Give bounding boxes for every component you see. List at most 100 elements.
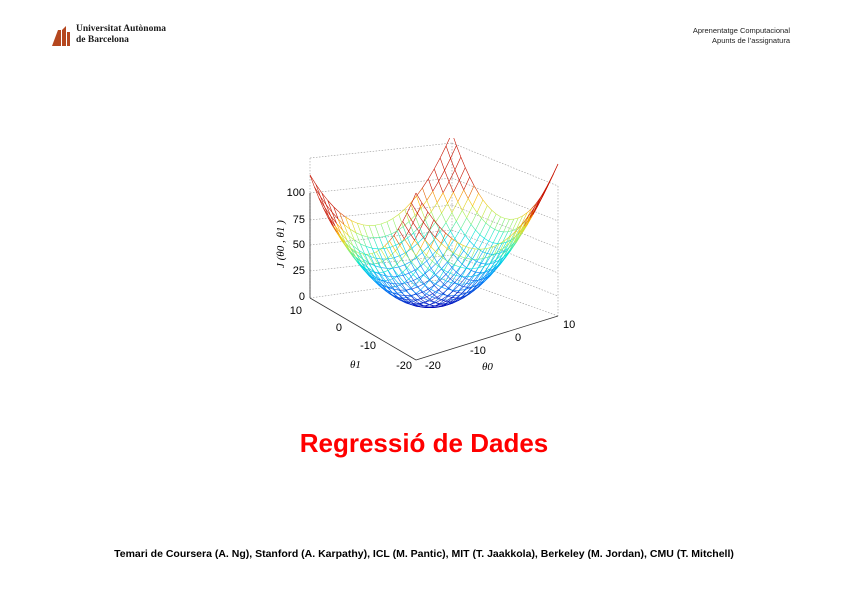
surface-mesh-line (458, 235, 466, 246)
surface-mesh-line (427, 285, 435, 290)
course-header: Aprenentatge Computacional Apunts de l’a… (693, 26, 790, 46)
surface-mesh-line (410, 288, 417, 294)
surface-mesh-line (413, 232, 419, 244)
surface-mesh-line (420, 265, 426, 274)
surface-mesh-line (489, 253, 497, 264)
surface-mesh-line (340, 233, 346, 243)
surface-mesh-line (328, 217, 336, 227)
surface-mesh-line (506, 240, 513, 247)
surface-mesh-line (402, 221, 410, 227)
surface-mesh-line (461, 255, 469, 265)
surface-mesh-line (460, 292, 467, 296)
surface-mesh-line (375, 251, 383, 262)
surface-mesh-line (336, 223, 342, 234)
surface-mesh-line (513, 217, 519, 220)
surface-mesh-line (435, 274, 441, 281)
surface-mesh-line (449, 295, 455, 301)
surface-mesh-line (324, 207, 331, 217)
surface-mesh-line (453, 244, 460, 255)
surface-mesh-line (463, 250, 469, 256)
surface-mesh-line (446, 282, 452, 290)
surface-mesh-line (327, 216, 334, 227)
surface-mesh-line (454, 294, 461, 297)
surface-mesh-line (354, 240, 360, 251)
course-title: Aprenentatge Computacional (692, 26, 790, 35)
surface-mesh-line (391, 230, 398, 235)
surface-mesh-line (469, 229, 476, 242)
surface-mesh-line (503, 250, 510, 258)
surface-mesh-line (513, 235, 520, 244)
surface-mesh-line (427, 300, 435, 303)
surface-mesh-line (366, 246, 373, 249)
surface-mesh-line (429, 221, 436, 231)
surface-mesh-line (464, 235, 470, 242)
surface-mesh-line (433, 298, 439, 303)
surface-mesh-line (473, 272, 481, 281)
surface-mesh-line (429, 273, 435, 281)
surface-mesh-line (368, 225, 374, 238)
surface-mesh-line (339, 234, 346, 243)
theta0-axis-label: θ0 (482, 361, 493, 373)
surface-mesh-line (457, 276, 463, 285)
surface-mesh-line (456, 145, 462, 158)
surface-mesh-line (463, 293, 470, 299)
surface-mesh-line (517, 226, 525, 234)
surface-mesh-line (337, 218, 343, 231)
surface-mesh-line (470, 248, 476, 260)
surface-mesh-line (333, 226, 340, 236)
surface-mesh-line (430, 211, 436, 223)
surface-mesh-line (367, 267, 373, 275)
surface-mesh-line (467, 198, 473, 207)
surface-mesh-line (494, 260, 500, 263)
surface-mesh-line (466, 289, 473, 294)
surface-mesh-line (487, 205, 492, 211)
surface-mesh-line (421, 202, 429, 213)
surface-mesh-line (451, 292, 458, 298)
surface-mesh-line (398, 264, 405, 268)
theta1-tick: 10 (290, 305, 302, 317)
surface-mesh-line (445, 280, 452, 284)
surface-mesh-line (446, 248, 454, 253)
surface-mesh-line (424, 279, 430, 286)
surface-mesh-line (500, 240, 506, 251)
surface-mesh-line (415, 293, 423, 298)
surface-mesh-line (459, 244, 464, 251)
surface-mesh-line (430, 246, 437, 254)
surface-mesh-line (457, 292, 463, 294)
surface-mesh-line (382, 285, 389, 292)
surface-mesh-line (433, 266, 439, 274)
surface-mesh-line (362, 253, 370, 264)
surface-mesh-line (430, 202, 438, 212)
surface-mesh-line (333, 206, 340, 213)
surface-mesh-line (485, 222, 491, 227)
surface-mesh-line (441, 261, 448, 270)
surface-mesh-line (445, 273, 451, 281)
surface-mesh-line (467, 245, 475, 256)
surface-mesh-line (435, 212, 442, 223)
surface-mesh-line (389, 282, 395, 290)
surface-mesh-line (414, 215, 420, 227)
surface-mesh-line (395, 286, 402, 293)
surface-mesh-line (377, 248, 383, 260)
surface-mesh-line (451, 212, 457, 222)
surface-mesh-line (417, 268, 424, 276)
surface-mesh-line (470, 224, 476, 231)
surface-mesh-line (359, 259, 365, 263)
surface-mesh-line (322, 207, 330, 218)
surface-mesh-line (466, 286, 473, 294)
surface-mesh-line (411, 295, 418, 301)
surface-mesh-line (439, 274, 447, 281)
surface-mesh-line (494, 216, 501, 230)
surface-mesh-line (470, 212, 478, 225)
surface-mesh-line (421, 297, 429, 301)
surface-mesh-line (430, 268, 436, 276)
surface-mesh-line (451, 275, 457, 283)
surface-mesh-line (339, 212, 346, 218)
surface-mesh-line (417, 213, 424, 223)
surface-mesh-line (407, 267, 414, 275)
surface-mesh-line (361, 265, 368, 274)
surface-mesh-line (492, 263, 498, 271)
surface-mesh-line (463, 279, 470, 287)
surface-mesh-line (411, 242, 419, 249)
surface-mesh-line (461, 210, 467, 219)
